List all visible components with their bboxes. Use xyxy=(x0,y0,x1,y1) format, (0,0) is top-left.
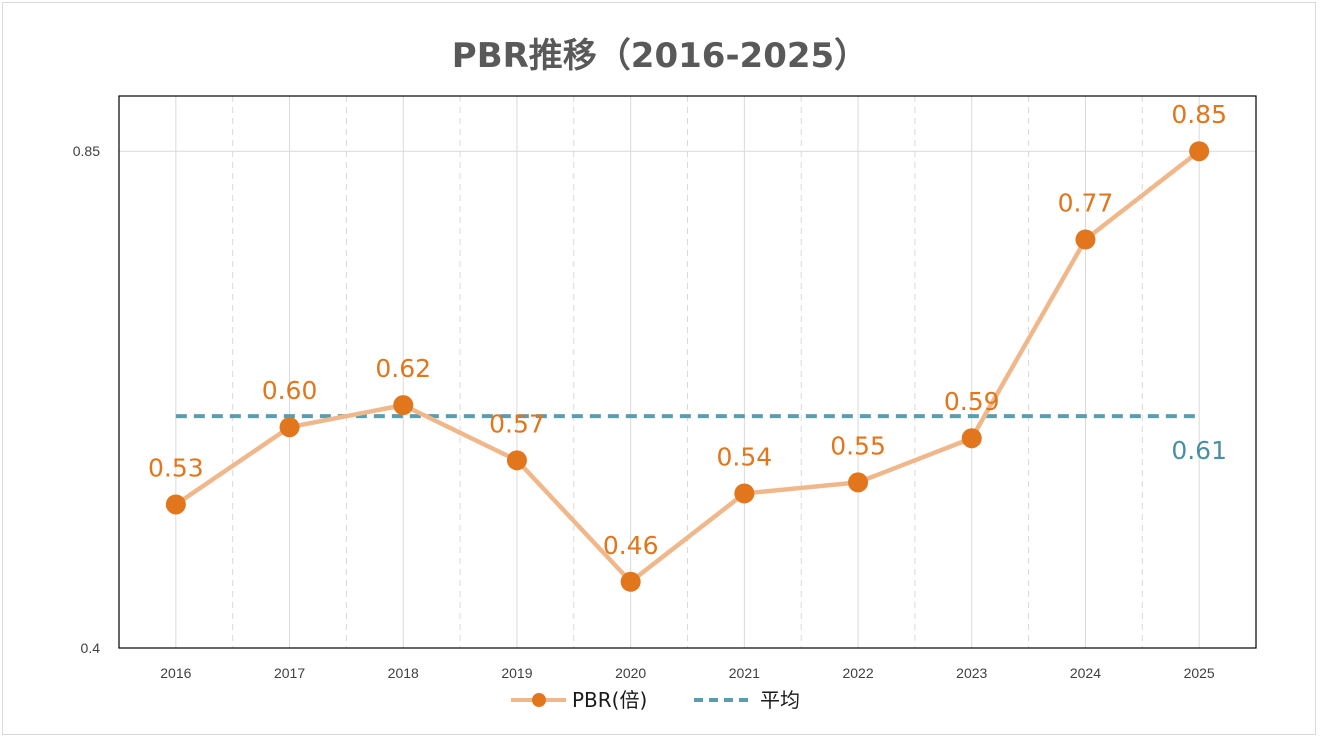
pbr-data-label: 0.59 xyxy=(944,387,1000,416)
gridlines xyxy=(119,96,1256,648)
y-tick-label: 0.4 xyxy=(81,640,101,656)
x-tick-label: 2016 xyxy=(160,665,191,681)
x-tick-label: 2024 xyxy=(1070,665,1101,681)
pbr-data-label: 0.77 xyxy=(1058,189,1114,218)
pbr-data-label: 0.60 xyxy=(262,376,318,405)
pbr-data-label: 0.85 xyxy=(1171,100,1227,129)
legend-pbr-label[interactable]: PBR(倍) xyxy=(572,688,647,712)
pbr-data-label: 0.54 xyxy=(717,442,773,471)
legend: PBR(倍) 平均 xyxy=(511,688,800,712)
pbr-point[interactable] xyxy=(393,395,414,416)
x-tick-label: 2022 xyxy=(842,665,873,681)
x-tick-label: 2020 xyxy=(615,665,646,681)
plot-area xyxy=(118,95,1257,649)
legend-pbr-marker xyxy=(532,693,546,707)
x-tick-label: 2017 xyxy=(274,665,305,681)
pbr-series: 0.53 0.60 0.62 0.57 0.46 0.54 0.55 0.59 0.77 0.85 xyxy=(148,100,1227,592)
pbr-point[interactable] xyxy=(279,417,300,438)
pbr-data-label: 0.53 xyxy=(148,453,204,482)
x-axis-ticks: 2016 2017 2018 2019 2020 2021 2022 2023 2024 2025 xyxy=(160,665,1215,681)
pbr-point[interactable] xyxy=(961,428,982,449)
y-axis-ticks: 0.85 0.4 xyxy=(73,143,100,656)
pbr-data-label: 0.46 xyxy=(603,531,659,560)
legend-average-label[interactable]: 平均 xyxy=(760,688,800,712)
pbr-point[interactable] xyxy=(848,472,869,493)
pbr-point[interactable] xyxy=(620,571,641,592)
x-tick-label: 2025 xyxy=(1184,665,1215,681)
pbr-point[interactable] xyxy=(1189,141,1210,162)
pbr-data-label: 0.57 xyxy=(489,409,545,438)
pbr-point[interactable] xyxy=(1075,229,1096,250)
average-value-label: 0.61 xyxy=(1171,436,1227,465)
pbr-data-label: 0.62 xyxy=(375,354,431,383)
x-tick-label: 2021 xyxy=(729,665,760,681)
pbr-point[interactable] xyxy=(165,494,186,515)
average-series: 0.61 xyxy=(175,414,1227,465)
x-tick-label: 2018 xyxy=(388,665,419,681)
pbr-line xyxy=(174,149,1201,585)
pbr-point[interactable] xyxy=(506,450,527,471)
y-tick-label: 0.85 xyxy=(73,143,100,159)
x-tick-label: 2019 xyxy=(501,665,532,681)
chart-title: PBR推移（2016-2025） xyxy=(451,36,869,76)
pbr-point[interactable] xyxy=(734,483,755,504)
x-tick-label: 2023 xyxy=(956,665,987,681)
pbr-data-label: 0.55 xyxy=(830,431,886,460)
